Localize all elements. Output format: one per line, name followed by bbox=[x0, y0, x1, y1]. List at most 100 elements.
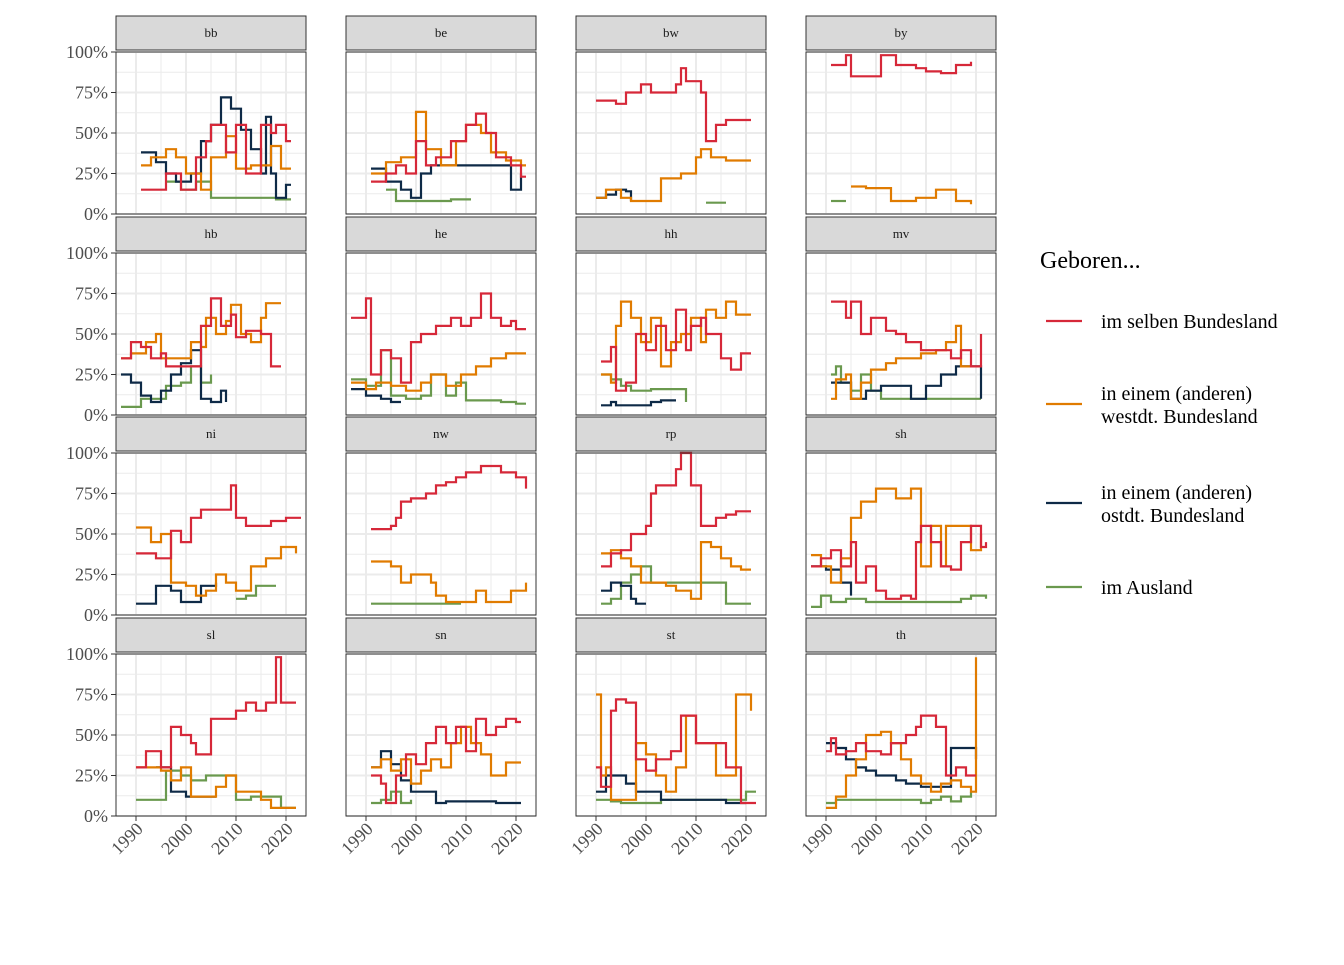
series-line-same bbox=[351, 292, 526, 384]
series-line-west bbox=[371, 560, 528, 604]
series-line-west bbox=[601, 300, 751, 384]
panel-border bbox=[345, 452, 537, 616]
y-tick-label: 0% bbox=[84, 204, 108, 224]
panel-border bbox=[805, 452, 997, 616]
x-tick-label: 1990 bbox=[337, 819, 377, 859]
legend: Geboren... im selben Bundesland in einem … bbox=[1040, 248, 1278, 599]
legend-label: im selben Bundesland bbox=[1101, 311, 1278, 333]
panel-sh: sh bbox=[805, 416, 997, 616]
y-tick-label: 75% bbox=[75, 484, 108, 504]
legend-label: im Ausland bbox=[1101, 577, 1193, 599]
facet-strip bbox=[345, 216, 537, 252]
series-line-abroad bbox=[826, 791, 973, 805]
x-tick-label: 1990 bbox=[797, 819, 837, 859]
facet-label: st bbox=[667, 627, 676, 642]
legend-entry-abroad: im Ausland bbox=[1046, 577, 1193, 599]
x-tick-label: 2020 bbox=[947, 819, 987, 859]
series-line-abroad bbox=[596, 790, 756, 805]
legend-entry-east: in einem (anderen)ostdt. Bundesland bbox=[1046, 482, 1252, 527]
series-group bbox=[601, 451, 751, 605]
facet-strip bbox=[115, 216, 307, 252]
y-tick-label: 0% bbox=[84, 605, 108, 625]
facet-strip bbox=[805, 416, 997, 452]
legend-label: in einem (anderen) bbox=[1101, 482, 1252, 504]
y-tick-label: 25% bbox=[75, 365, 108, 385]
gridlines bbox=[346, 452, 536, 616]
series-line-west bbox=[371, 725, 521, 785]
series-group bbox=[601, 300, 751, 407]
series-line-east bbox=[371, 750, 521, 805]
y-tick-label: 75% bbox=[75, 284, 108, 304]
x-tick-label: 2010 bbox=[437, 819, 477, 859]
facet-label: sh bbox=[895, 426, 907, 441]
x-tick-label: 1990 bbox=[567, 819, 607, 859]
facet-strip bbox=[115, 416, 307, 452]
panel-by: by bbox=[805, 15, 997, 215]
series-group bbox=[596, 693, 756, 805]
y-tick-label: 50% bbox=[75, 524, 108, 544]
x-tick-label: 2020 bbox=[487, 819, 527, 859]
series-line-west bbox=[596, 148, 751, 203]
x-tick-label: 2000 bbox=[847, 819, 887, 859]
series-line-west bbox=[351, 352, 526, 392]
x-tick-label: 2020 bbox=[717, 819, 757, 859]
series-line-same bbox=[371, 717, 521, 805]
series-line-abroad bbox=[811, 594, 988, 608]
facet-label: hb bbox=[205, 226, 218, 241]
y-tick-label: 0% bbox=[84, 405, 108, 425]
panel-border bbox=[575, 252, 767, 416]
legend-label: westdt. Bundesland bbox=[1101, 406, 1258, 428]
facet-strip bbox=[805, 216, 997, 252]
facet-label: th bbox=[896, 627, 907, 642]
series-line-east bbox=[371, 164, 523, 199]
series-line-same bbox=[826, 714, 976, 777]
y-tick-label: 50% bbox=[75, 324, 108, 344]
series-line-same bbox=[601, 451, 751, 568]
facet-strip bbox=[575, 216, 767, 252]
y-tick-label: 100% bbox=[66, 243, 108, 263]
series-line-west bbox=[831, 324, 971, 400]
panel-ni: ni 0% 25% 50% 75% 100% bbox=[66, 416, 307, 625]
y-tick-label: 100% bbox=[66, 644, 108, 664]
panel-border bbox=[345, 252, 537, 416]
facet-label: ni bbox=[206, 426, 217, 441]
facet-strip bbox=[575, 617, 767, 653]
facet-label: sn bbox=[435, 627, 447, 642]
facet-label: nw bbox=[433, 426, 450, 441]
series-line-same bbox=[601, 308, 751, 392]
facet-strip bbox=[575, 15, 767, 51]
panel-nw: nw bbox=[345, 416, 537, 616]
series-line-same bbox=[136, 656, 296, 769]
series-group bbox=[351, 292, 526, 405]
x-tick-label: 2020 bbox=[257, 819, 297, 859]
panel-border bbox=[805, 653, 997, 817]
facet-label: hh bbox=[665, 226, 679, 241]
panel-th: th 1990 2000 2010 2020 bbox=[797, 617, 997, 859]
facet-panels: bb 0% 25% 50% 75% 100% be bw by hb 0% 25% 50% 75% 100%… bbox=[66, 15, 997, 859]
facet-label: rp bbox=[666, 426, 677, 441]
series-line-same bbox=[136, 484, 301, 560]
y-tick-label: 0% bbox=[84, 806, 108, 826]
y-tick-label: 50% bbox=[75, 725, 108, 745]
facet-strip bbox=[805, 15, 997, 51]
series-group bbox=[371, 717, 521, 805]
y-tick-label: 100% bbox=[66, 42, 108, 62]
x-tick-label: 2010 bbox=[897, 819, 937, 859]
series-line-east bbox=[136, 582, 218, 605]
series-line-same bbox=[121, 297, 281, 368]
series-group bbox=[371, 110, 526, 203]
facet-strip bbox=[575, 416, 767, 452]
y-tick-label: 25% bbox=[75, 565, 108, 585]
y-tick-label: 25% bbox=[75, 164, 108, 184]
series-group bbox=[826, 657, 978, 809]
series-line-same bbox=[371, 464, 528, 531]
panel-border bbox=[345, 653, 537, 817]
legend-entries: im selben Bundesland in einem (anderen) we… bbox=[1046, 311, 1278, 599]
x-tick-label: 2000 bbox=[617, 819, 657, 859]
panel-st: st 1990 2000 2010 2020 bbox=[567, 617, 767, 859]
series-line-same bbox=[596, 67, 751, 143]
series-line-west bbox=[141, 135, 291, 191]
x-tick-label: 1990 bbox=[107, 819, 147, 859]
panel-border bbox=[575, 452, 767, 616]
